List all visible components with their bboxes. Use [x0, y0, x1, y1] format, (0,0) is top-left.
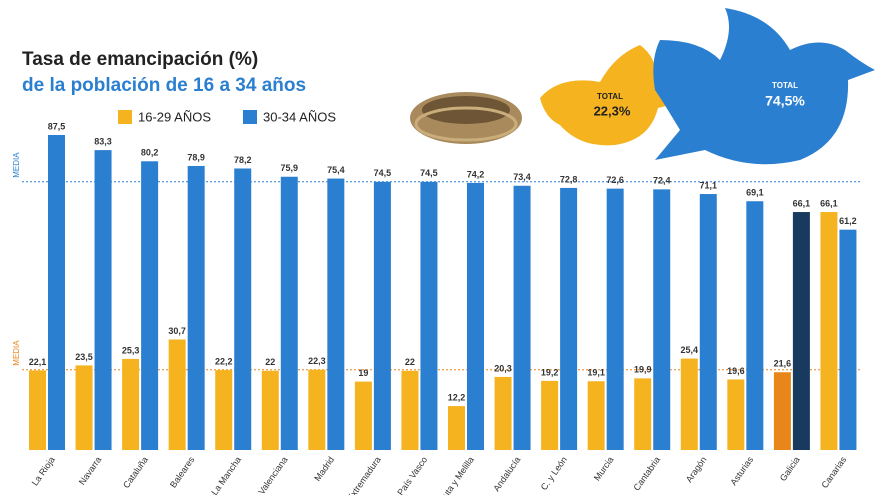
value-label: 22,1: [29, 357, 47, 367]
bar: [308, 369, 326, 450]
bar: [48, 135, 65, 450]
value-label: 75,9: [281, 163, 299, 173]
total-value: 74,5%: [765, 93, 805, 109]
bar: [215, 370, 233, 450]
bar: [261, 370, 279, 450]
bar: [187, 165, 205, 450]
value-label: 25,3: [122, 345, 140, 355]
bar: [420, 181, 438, 451]
bar: [653, 189, 671, 451]
bar: [699, 194, 717, 450]
value-label: 19,2: [541, 367, 559, 377]
bar: [746, 201, 764, 450]
value-label: 22,2: [215, 356, 233, 366]
value-label: 83,3: [94, 136, 112, 146]
bar: [401, 370, 419, 450]
value-label: 22,3: [308, 356, 326, 366]
value-label: 78,2: [234, 155, 252, 165]
nest-illustration: [410, 92, 522, 144]
bar: [680, 358, 698, 450]
value-label: 72,4: [653, 176, 671, 186]
bar: [587, 381, 605, 450]
bar: [141, 161, 159, 450]
value-label: 73,4: [513, 172, 531, 182]
bar: [327, 178, 345, 450]
bar: [513, 185, 531, 450]
value-label: 19,6: [727, 366, 745, 376]
value-label: 69,1: [746, 188, 764, 198]
bar: [606, 188, 624, 450]
bar: [29, 370, 46, 450]
bar: [448, 406, 465, 450]
value-label: 74,5: [374, 168, 392, 178]
bar: [122, 358, 140, 450]
chart-title: Tasa de emancipación (%): [22, 49, 258, 70]
value-label: 71,1: [700, 180, 718, 190]
value-label: 75,4: [327, 165, 345, 175]
legend-label: 30-34 AÑOS: [263, 109, 336, 124]
bar: [280, 176, 298, 450]
total-label: TOTAL: [772, 81, 798, 90]
bar: [467, 182, 484, 450]
legend-swatch: [243, 110, 257, 124]
value-label: 74,5: [420, 168, 438, 178]
legend-label: 16-29 AÑOS: [138, 109, 211, 124]
total-label: TOTAL: [597, 92, 623, 101]
value-label: 19,1: [587, 368, 605, 378]
value-label: 19: [358, 368, 368, 378]
value-label: 30,7: [168, 326, 186, 336]
value-label: 72,6: [606, 175, 624, 185]
value-label: 12,2: [448, 392, 466, 402]
value-label: 21,6: [774, 359, 792, 369]
bar: [168, 339, 186, 450]
bird-yellow: [540, 45, 690, 146]
total-value: 22,3%: [594, 103, 631, 118]
bar: [494, 376, 512, 450]
bird-blue: [653, 8, 875, 165]
bar: [820, 212, 838, 450]
value-label: 72,8: [560, 174, 578, 184]
bar: [75, 365, 93, 450]
bar: [727, 379, 745, 450]
value-label: 25,4: [681, 345, 699, 355]
value-label: 61,2: [839, 216, 857, 226]
bar: [792, 212, 810, 450]
value-label: 66,1: [820, 198, 838, 208]
bar: [541, 380, 559, 450]
value-label: 87,5: [48, 121, 66, 131]
value-label: 80,2: [141, 148, 159, 158]
chart-subtitle: de la población de 16 a 34 años: [22, 75, 306, 96]
bar: [354, 381, 372, 450]
legend-swatch: [118, 110, 132, 124]
reference-label: MEDIA: [12, 340, 21, 366]
bar: [234, 168, 252, 451]
value-label: 22: [405, 357, 415, 367]
value-label: 78,9: [187, 152, 205, 162]
value-label: 20,3: [494, 363, 512, 373]
reference-label: MEDIA: [12, 152, 21, 178]
bar: [560, 187, 578, 451]
value-label: 22: [265, 357, 275, 367]
value-label: 74,2: [467, 169, 485, 179]
bar: [773, 372, 791, 450]
bar: [373, 181, 391, 451]
bar: [839, 229, 857, 450]
bar: [634, 378, 652, 450]
value-label: 23,5: [75, 352, 93, 362]
value-label: 66,1: [793, 198, 811, 208]
bar: [94, 150, 112, 450]
value-label: 19,9: [634, 365, 652, 375]
